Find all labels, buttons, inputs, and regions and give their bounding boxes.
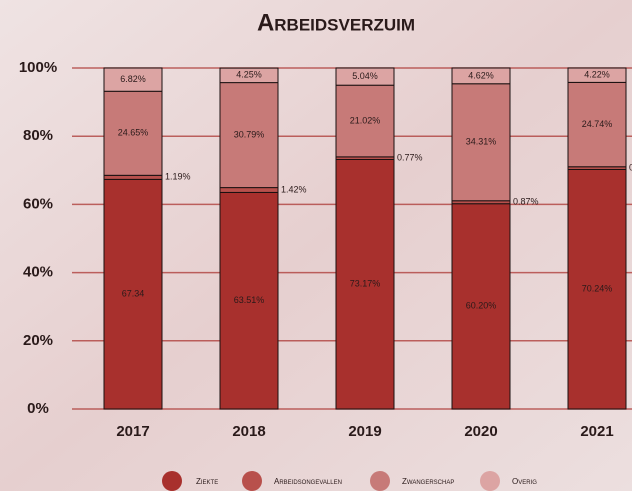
legend-label: Zwangerschap: [402, 477, 454, 486]
bar-segment: [219, 187, 279, 193]
value-label: 67.34: [122, 289, 145, 299]
value-label: 4.62%: [468, 70, 494, 80]
y-tick-label: 80%: [23, 127, 53, 144]
bar-segment: [451, 83, 511, 202]
bar-segment: [219, 67, 279, 84]
legend-swatch: [370, 471, 390, 491]
y-tick-label: 40%: [23, 264, 53, 281]
legend-label: Overig: [512, 477, 537, 486]
x-tick-label: 2021: [580, 423, 613, 440]
legend-label: Arbeidsongevallen: [274, 477, 342, 486]
bar-segment: [335, 158, 395, 410]
legend-label: Ziekte: [196, 477, 218, 486]
value-label: 1.42%: [281, 184, 307, 194]
y-tick-label: 60%: [23, 195, 53, 212]
value-label: 0.87%: [513, 197, 539, 207]
value-label: 70.24%: [582, 284, 613, 294]
value-label: 4.22%: [584, 70, 610, 80]
bar-segment: [451, 203, 511, 410]
chart-title: Arbeidsverzuim: [257, 9, 415, 36]
bar-segment: [335, 67, 395, 86]
bar-segment: [103, 178, 163, 410]
value-label: 34.31%: [466, 137, 497, 147]
value-label: 73.17%: [350, 279, 381, 289]
bar-segment: [103, 90, 163, 176]
y-tick-label: 100%: [19, 59, 57, 76]
legend-swatch: [480, 471, 500, 491]
y-tick-label: 0%: [27, 400, 49, 417]
x-tick-label: 2017: [116, 423, 149, 440]
value-label: 0.77%: [397, 153, 423, 163]
value-label: 4.25%: [236, 70, 262, 80]
value-label: 24.65%: [118, 128, 149, 138]
legend-swatch: [242, 471, 262, 491]
value-label: 0.80%: [629, 162, 632, 172]
y-tick-label: 20%: [23, 332, 53, 349]
bar-segment: [451, 67, 511, 85]
value-label: 6.82%: [120, 74, 146, 84]
bar-segment: [567, 81, 627, 168]
value-label: 30.79%: [234, 129, 265, 139]
bar-segment: [103, 174, 163, 180]
value-label: 63.51%: [234, 295, 265, 305]
legend-swatch: [162, 471, 182, 491]
bar-segment: [103, 67, 163, 92]
bar-segment: [567, 67, 627, 83]
bar-segment: [219, 82, 279, 189]
x-tick-label: 2020: [464, 423, 497, 440]
value-label: 21.02%: [350, 115, 381, 125]
x-tick-label: 2018: [232, 423, 265, 440]
value-label: 60.20%: [466, 301, 497, 311]
bar-segment: [219, 191, 279, 410]
value-label: 1.19%: [165, 172, 191, 182]
value-label: 5.04%: [352, 71, 378, 81]
bar-segment: [567, 168, 627, 410]
value-label: 24.74%: [582, 119, 613, 129]
bar-segment: [335, 84, 395, 158]
x-tick-label: 2019: [348, 423, 381, 440]
